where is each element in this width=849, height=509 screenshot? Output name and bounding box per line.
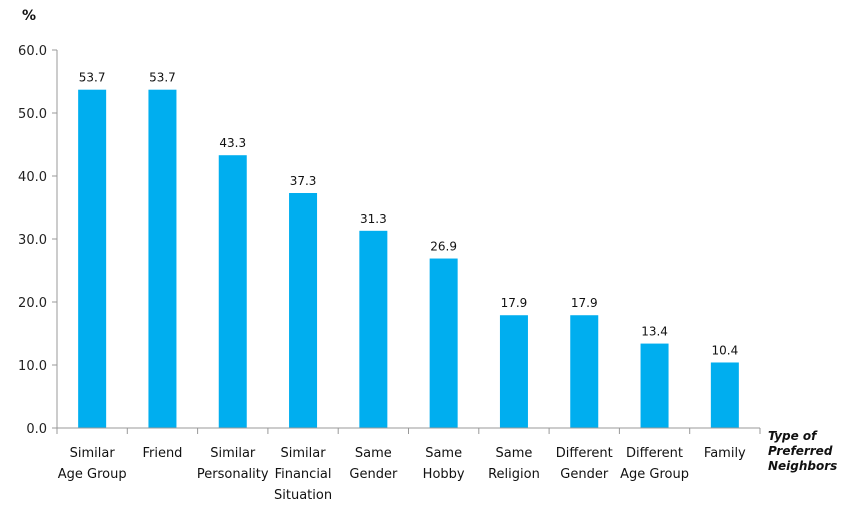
x-tick-label-line: Religion <box>488 467 540 482</box>
y-tick-label: 40.0 <box>18 170 47 185</box>
x-axis: Similar Age Group Friend Similar Personality… <box>56 427 761 503</box>
x-axis-title-line: Neighbors <box>768 459 837 473</box>
data-label: 53.7 <box>79 71 106 85</box>
x-tick-label-line: Different <box>626 446 683 461</box>
x-tick-label-line: Hobby <box>423 467 465 482</box>
data-label: 26.9 <box>430 240 457 254</box>
bar <box>499 315 528 428</box>
bar <box>148 89 177 428</box>
x-tick-label: Same Hobby <box>423 446 465 482</box>
x-axis-title-line: Preferred <box>768 444 833 458</box>
x-tick-label-line: Gender <box>349 467 398 482</box>
y-tick-label: 20.0 <box>18 296 47 311</box>
x-tick-label-line: Personality <box>197 467 269 482</box>
data-label: 31.3 <box>360 212 387 226</box>
x-tick-label-line: Similar <box>210 446 256 461</box>
x-tick-label-line: Different <box>556 446 613 461</box>
x-tick-label-line: Age Group <box>620 467 689 482</box>
bar <box>78 89 107 428</box>
x-tick-label-line: Same <box>496 446 533 461</box>
data-label: 17.9 <box>571 296 598 310</box>
data-label: 43.3 <box>219 136 246 150</box>
bar <box>218 155 247 428</box>
bar <box>640 343 669 428</box>
bar <box>289 193 318 428</box>
data-label: 17.9 <box>501 296 528 310</box>
y-axis: 0.0 10.0 20.0 30.0 40.0 50.0 60.0 <box>18 44 58 437</box>
y-unit-label: % <box>22 8 36 24</box>
bar <box>570 315 599 428</box>
data-label: 53.7 <box>149 71 176 85</box>
x-tick-label-line: Situation <box>274 488 332 503</box>
x-tick-label: Same Religion <box>488 446 540 482</box>
data-label: 10.4 <box>711 343 738 357</box>
x-tick-label-line: Similar <box>281 446 327 461</box>
y-tick-label: 50.0 <box>18 107 47 122</box>
x-tick-label: Similar Financial Situation <box>274 446 332 503</box>
x-tick-label: Similar Personality <box>197 446 269 482</box>
y-tick-label: 0.0 <box>26 422 47 437</box>
bar <box>359 230 388 428</box>
x-tick-label: Same Gender <box>349 446 398 482</box>
bar <box>710 362 739 428</box>
x-tick-label-line: Friend <box>142 446 182 461</box>
x-tick-label: Different Age Group <box>620 446 689 482</box>
y-tick-label: 60.0 <box>18 44 47 59</box>
x-axis-title-line: Type of <box>768 429 818 443</box>
y-tick-label: 10.0 <box>18 359 47 374</box>
x-tick-label: Different Gender <box>556 446 613 482</box>
x-tick-label-line: Gender <box>560 467 609 482</box>
x-tick-label-line: Family <box>704 446 746 461</box>
x-tick-label-line: Age Group <box>58 467 127 482</box>
x-tick-label: Similar Age Group <box>58 446 127 482</box>
x-tick-label-line: Same <box>425 446 462 461</box>
bar <box>429 258 458 428</box>
data-label: 13.4 <box>641 325 668 339</box>
x-tick-label-line: Financial <box>275 467 332 482</box>
x-tick-label: Friend <box>142 446 182 461</box>
x-tick-label-line: Same <box>355 446 392 461</box>
x-tick-label: Family <box>704 446 746 461</box>
x-tick-label-line: Similar <box>70 446 116 461</box>
y-tick-label: 30.0 <box>18 233 47 248</box>
x-axis-title: Type of Preferred Neighbors <box>768 429 837 473</box>
bars: 53.7 53.7 43.3 37.3 31.3 26.9 17.9 17.9 13.4 10.4 <box>78 71 739 428</box>
data-label: 37.3 <box>290 174 317 188</box>
